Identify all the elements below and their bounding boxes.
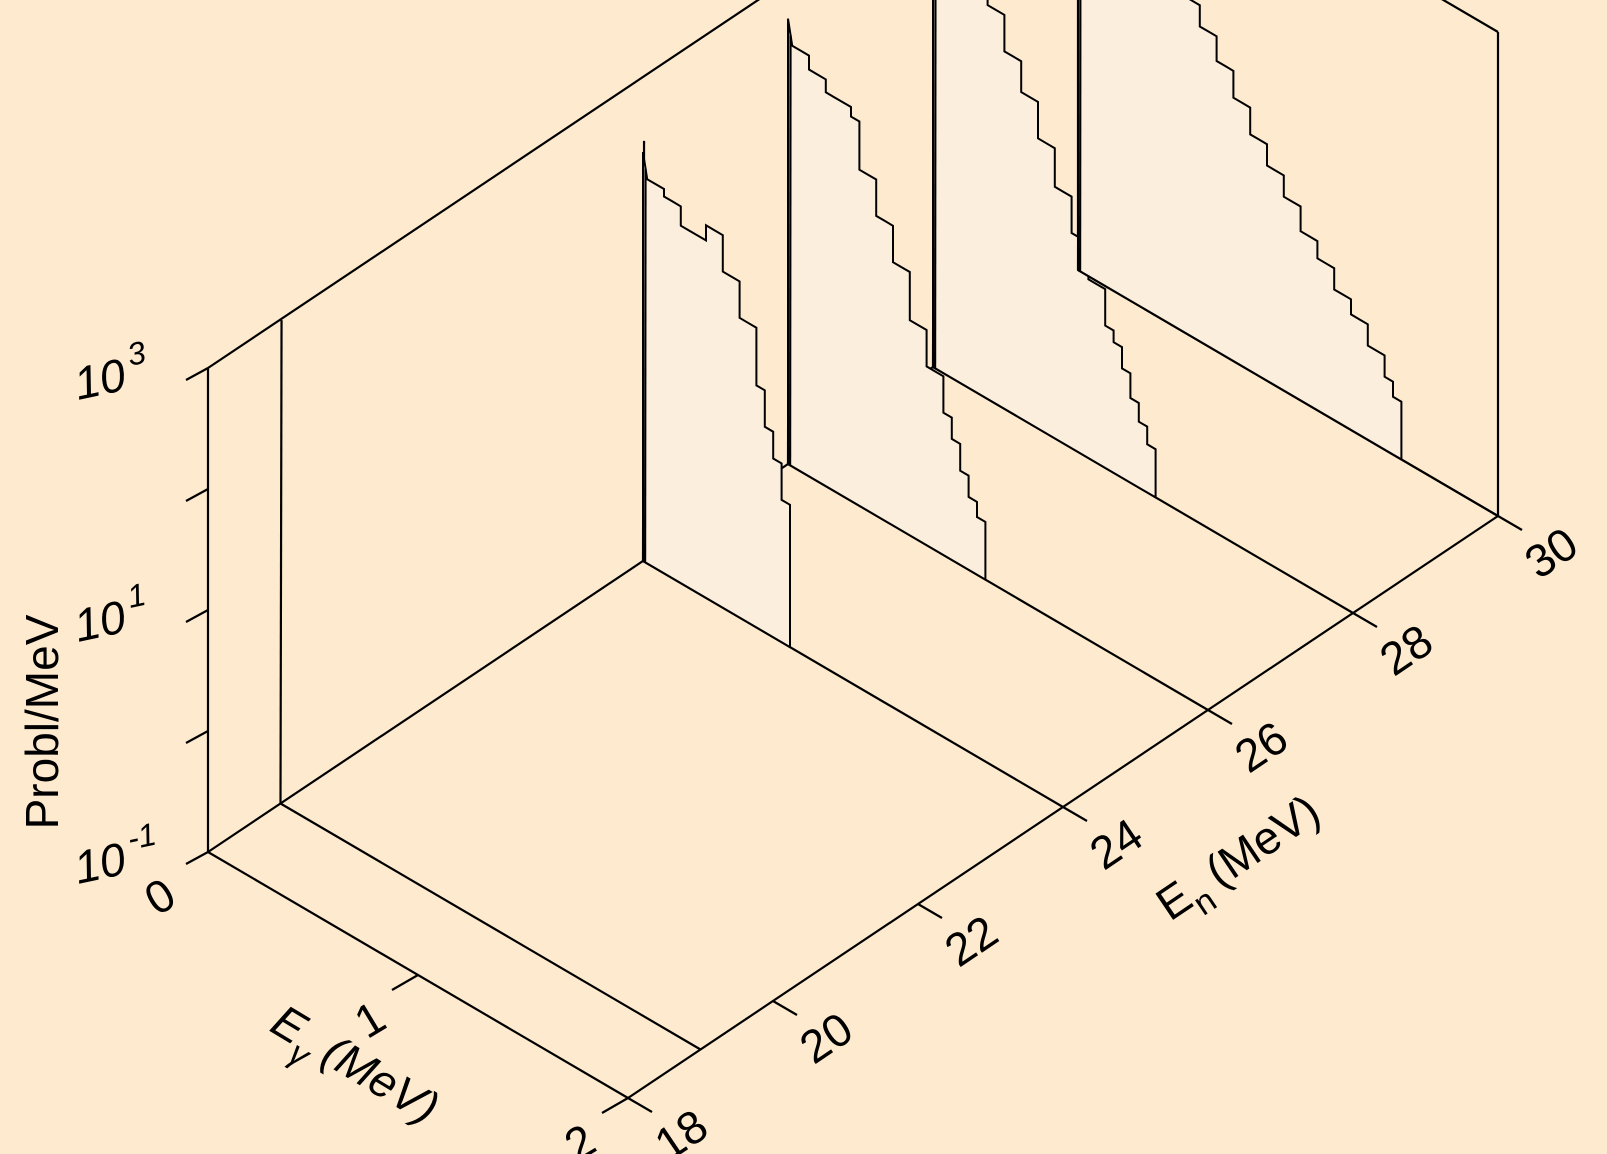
slice-peak-0 (279, 320, 283, 804)
egamma-tick-label-2: 2 (555, 1113, 604, 1154)
z-tick-label-base-0: 10 (69, 832, 130, 894)
z-axis-title: Probl/MeV (16, 614, 68, 829)
z-tick-label-base-1: 10 (69, 590, 130, 652)
en-tick-label-0: 18 (645, 1099, 717, 1154)
z-tick-0 (185, 730, 209, 744)
en-tick-0 (627, 1097, 653, 1113)
en-tick-6 (1497, 515, 1523, 531)
en-tick-label-3: 24 (1080, 808, 1152, 880)
spectrum-2 (787, 18, 987, 582)
egamma-axis-title: Eγ(MeV) (256, 994, 449, 1146)
z-tick-3 (185, 367, 209, 381)
en-tick-label-4: 26 (1225, 711, 1297, 783)
z-tick--1 (185, 851, 209, 865)
slice-baseline-0 (279, 802, 702, 1051)
egamma-tick-label-0: 0 (135, 867, 184, 925)
en-tick-2 (917, 903, 943, 919)
en-title-unit: (MeV) (1196, 784, 1329, 897)
z-tick-label-base-2: 10 (69, 348, 130, 410)
z-tick-label-exp-1: 1 (124, 576, 149, 615)
en-tick-3 (1062, 806, 1088, 822)
en-tick-1 (772, 1000, 798, 1016)
spectrum-4 (1077, 0, 1403, 462)
en-tick-5 (1352, 612, 1378, 628)
egamma-tick-2 (601, 1097, 629, 1114)
spectrum-1 (642, 151, 791, 649)
ticks-group (185, 367, 1523, 1114)
en-tick-label-6: 30 (1515, 517, 1587, 589)
spectrum-3 (932, 0, 1157, 500)
en-tick-label-1: 20 (790, 1002, 862, 1074)
top-back-edge (207, 0, 761, 369)
z-tick-2 (185, 488, 209, 502)
en-tick-label-5: 28 (1370, 614, 1442, 686)
en-tick-4 (1207, 709, 1233, 725)
en-axis-title: En(MeV) (1147, 784, 1336, 940)
z-tick-label-exp-0: -1 (124, 816, 159, 857)
egamma-tick-1 (391, 974, 419, 991)
z-tick-label-exp-2: 3 (124, 334, 149, 373)
z-tick-1 (185, 609, 209, 623)
en-tick-label-2: 22 (935, 905, 1007, 977)
spectra-group (279, 0, 1499, 1051)
